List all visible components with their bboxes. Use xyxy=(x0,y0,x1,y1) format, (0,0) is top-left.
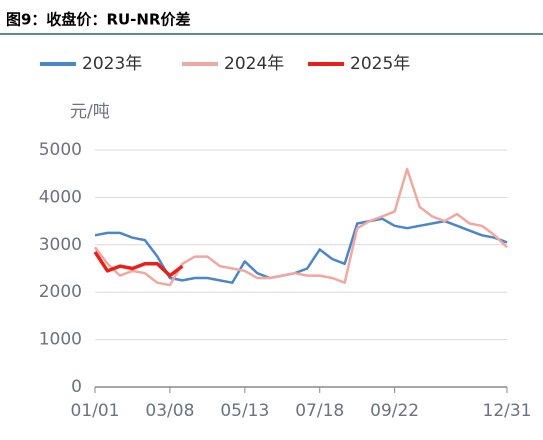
chart-title: 图9：收盘价：RU-NR价差 xyxy=(6,11,191,29)
y-tick-label: 5000 xyxy=(39,140,82,160)
x-tick-label: 07/18 xyxy=(295,401,344,421)
legend-label: 2025年 xyxy=(350,54,410,74)
legend-label: 2023年 xyxy=(82,54,142,74)
legend-label: 2024年 xyxy=(224,54,284,74)
y-tick-label: 2000 xyxy=(39,282,82,302)
x-tick-label: 01/01 xyxy=(71,401,120,421)
x-tick-label: 03/08 xyxy=(145,401,194,421)
y-tick-label: 0 xyxy=(71,377,82,397)
y-tick-label: 4000 xyxy=(39,187,82,207)
x-tick-label: 09/22 xyxy=(370,401,419,421)
y-tick-label: 1000 xyxy=(39,330,82,350)
series-line xyxy=(94,217,508,284)
y-tick-label: 3000 xyxy=(39,235,82,255)
y-axis-label: 元/吨 xyxy=(70,102,110,122)
series-line xyxy=(93,250,184,278)
x-tick-label: 05/13 xyxy=(220,401,269,421)
series-line xyxy=(94,167,508,287)
x-tick-label: 12/31 xyxy=(483,401,532,421)
